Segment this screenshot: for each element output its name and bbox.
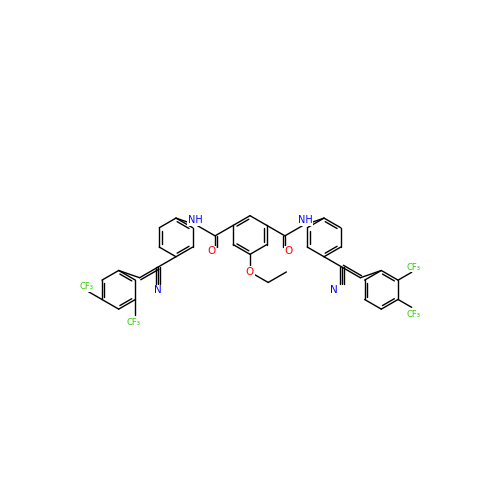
Text: NH: NH <box>188 216 202 226</box>
Text: O: O <box>207 246 215 256</box>
Text: CF₃: CF₃ <box>80 282 94 291</box>
Text: O: O <box>285 246 293 256</box>
Text: CF₃: CF₃ <box>406 310 420 319</box>
Text: CF₃: CF₃ <box>406 263 420 272</box>
Text: O: O <box>246 267 254 277</box>
Text: NH: NH <box>298 216 312 226</box>
Text: N: N <box>154 285 162 295</box>
Text: N: N <box>330 285 338 295</box>
Text: CF₃: CF₃ <box>126 318 140 326</box>
